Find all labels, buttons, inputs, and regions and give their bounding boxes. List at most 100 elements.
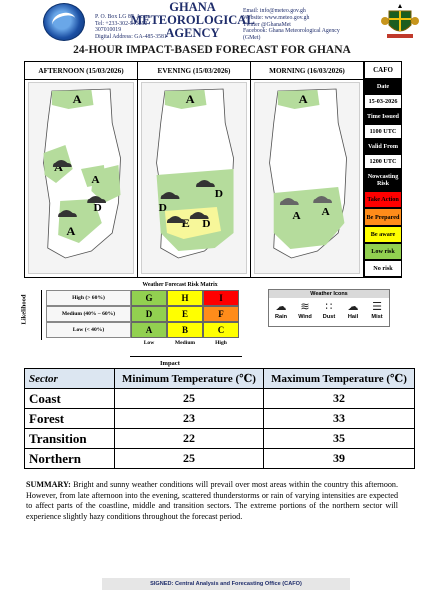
coat-of-arms-icon xyxy=(381,4,419,38)
svg-text:D: D xyxy=(215,188,223,200)
sector-name: Coast xyxy=(24,388,115,409)
panel-label: MORNING (16/03/2026) xyxy=(251,62,363,80)
panel-morning: MORNING (16/03/2026) A A A xyxy=(251,62,364,277)
svg-text:D: D xyxy=(202,218,210,230)
max-temp: 39 xyxy=(262,448,416,469)
panel-evening: EVENING (15/03/2026) A D D E D xyxy=(138,62,251,277)
summary-text: Bright and sunny weather conditions will… xyxy=(26,480,398,521)
table-row: Coast 25 32 xyxy=(24,388,416,409)
matrix-cell: C xyxy=(203,322,239,338)
max-temp-header: Maximum Temperature (℃) xyxy=(262,368,416,389)
svg-text:A: A xyxy=(292,210,301,222)
signed-footer: SIGNED: Central Analysis and Forecasting… xyxy=(102,578,350,590)
matrix-cell: I xyxy=(203,290,239,306)
matrix-cell: D xyxy=(131,306,167,322)
hail-legend-item: ☁ Hail xyxy=(341,300,365,321)
matrix-cell: H xyxy=(167,290,203,306)
gmet-logo xyxy=(43,3,85,41)
summary-label: SUMMARY: xyxy=(26,480,71,489)
be-aware-badge: Be aware xyxy=(364,226,402,243)
document-header: GHANA METEOROLOGICAL AGENCY P. O. Box LG… xyxy=(0,0,424,44)
rain-legend-item: ☁ Rain xyxy=(269,300,293,321)
max-temp: 35 xyxy=(262,428,416,449)
impact-arrow xyxy=(130,356,242,357)
max-temp: 33 xyxy=(262,408,416,429)
svg-text:A: A xyxy=(54,160,63,174)
cafo-label: CAFO xyxy=(364,61,402,79)
matrix-column-label: High xyxy=(215,340,227,346)
matrix-cell: E xyxy=(167,306,203,322)
valid-from-label: Valid From xyxy=(364,139,402,154)
evening-map: A D D E D xyxy=(141,82,247,274)
matrix-row-label: Medium (40% – 60%) xyxy=(46,306,131,322)
wind-icon: ≋ xyxy=(300,301,310,313)
min-temp: 25 xyxy=(114,388,264,409)
svg-text:A: A xyxy=(73,92,82,106)
dust-legend-item: ∷ Dust xyxy=(317,300,341,321)
min-temp-header: Minimum Temperature (℃) xyxy=(114,368,264,389)
max-temp: 32 xyxy=(262,388,416,409)
temperature-table: Sector Minimum Temperature (℃) Maximum T… xyxy=(24,368,416,469)
page-title: 24-HOUR IMPACT-BASED FORECAST FOR GHANA xyxy=(73,44,351,56)
hail-icon: ☁ xyxy=(347,301,359,313)
rain-cloud-icon: ☁ xyxy=(275,301,287,313)
matrix-row-label: High (> 60%) xyxy=(46,290,131,306)
matrix-cell: A xyxy=(131,322,167,338)
date-value: 15-03-2026 xyxy=(364,94,402,109)
matrix-cell: F xyxy=(203,306,239,322)
risk-matrix-title: Weather Forecast Risk Matrix xyxy=(142,282,218,288)
dust-icon: ∷ xyxy=(325,301,333,313)
low-risk-badge: Low risk xyxy=(364,243,402,260)
date-label: Date xyxy=(364,79,402,94)
agency-address: P. O. Box LG 87, Accra Tel: +233-302-543… xyxy=(95,14,167,40)
time-issued-label: Time Issued xyxy=(364,109,402,124)
weather-icons-legend: Weather Icons ☁ Rain ≋ Wind ∷ Dust ☁ Hai… xyxy=(268,289,390,327)
sector-name: Northern xyxy=(24,448,115,469)
forecast-legend: CAFO Date 15-03-2026 Time Issued 1100 UT… xyxy=(364,61,402,278)
svg-text:D: D xyxy=(159,202,167,214)
svg-text:A: A xyxy=(66,224,75,238)
sector-name: Forest xyxy=(24,408,115,429)
matrix-column-label: Low xyxy=(143,340,155,346)
min-temp: 22 xyxy=(114,428,264,449)
likelihood-arrow xyxy=(41,290,42,340)
mist-icon: ☰ xyxy=(372,301,382,313)
table-row: Transition 22 35 xyxy=(24,428,416,449)
svg-text:D: D xyxy=(93,202,101,214)
svg-text:A: A xyxy=(91,174,100,186)
matrix-row-label: Low (< 40%) xyxy=(46,322,131,338)
sector-header: Sector xyxy=(24,368,115,389)
forecast-map-panels: AFTERNOON (15/03/2026) A A A D A EVENING… xyxy=(24,61,402,278)
table-row: Forest 23 33 xyxy=(24,408,416,429)
panel-label: EVENING (15/03/2026) xyxy=(138,62,250,80)
weather-icons-title: Weather Icons xyxy=(269,290,389,298)
valid-from-value: 1200 UTC xyxy=(364,154,402,169)
sector-name: Transition xyxy=(24,428,115,449)
be-prepared-badge: Be Prepared xyxy=(364,208,402,226)
time-issued-value: 1100 UTC xyxy=(364,124,402,139)
take-action-badge: Take Action xyxy=(364,191,402,208)
morning-map: A A A xyxy=(254,82,360,274)
matrix-cell: G xyxy=(131,290,167,306)
svg-text:A: A xyxy=(186,92,195,106)
agency-name: GHANA METEOROLOGICAL AGENCY xyxy=(130,0,255,40)
nowcasting-label: Nowcasting Risk xyxy=(364,169,402,191)
min-temp: 23 xyxy=(114,408,264,429)
table-row: Northern 25 39 xyxy=(24,448,416,469)
svg-text:A: A xyxy=(299,92,308,106)
likelihood-axis: Likelihood xyxy=(20,294,28,325)
agency-contact: Email: info@meteo.gov.gh Website: www.me… xyxy=(243,8,340,42)
matrix-column-label: Medium xyxy=(174,340,196,346)
min-temp: 25 xyxy=(114,448,264,469)
no-risk-badge: No risk xyxy=(364,260,402,277)
impact-axis-label: Impact xyxy=(160,360,180,367)
afternoon-map: A A A D A xyxy=(28,82,134,274)
matrix-cell: B xyxy=(167,322,203,338)
table-header-row: Sector Minimum Temperature (℃) Maximum T… xyxy=(24,368,416,389)
panel-label: AFTERNOON (15/03/2026) xyxy=(25,62,137,80)
svg-text:E: E xyxy=(182,216,190,230)
mist-legend-item: ☰ Mist xyxy=(365,300,389,321)
risk-matrix: High (> 60%) Medium (40% – 60%) Low (< 4… xyxy=(46,290,242,354)
forecast-summary: SUMMARY: Bright and sunny weather condit… xyxy=(26,480,398,522)
panel-afternoon: AFTERNOON (15/03/2026) A A A D A xyxy=(25,62,138,277)
